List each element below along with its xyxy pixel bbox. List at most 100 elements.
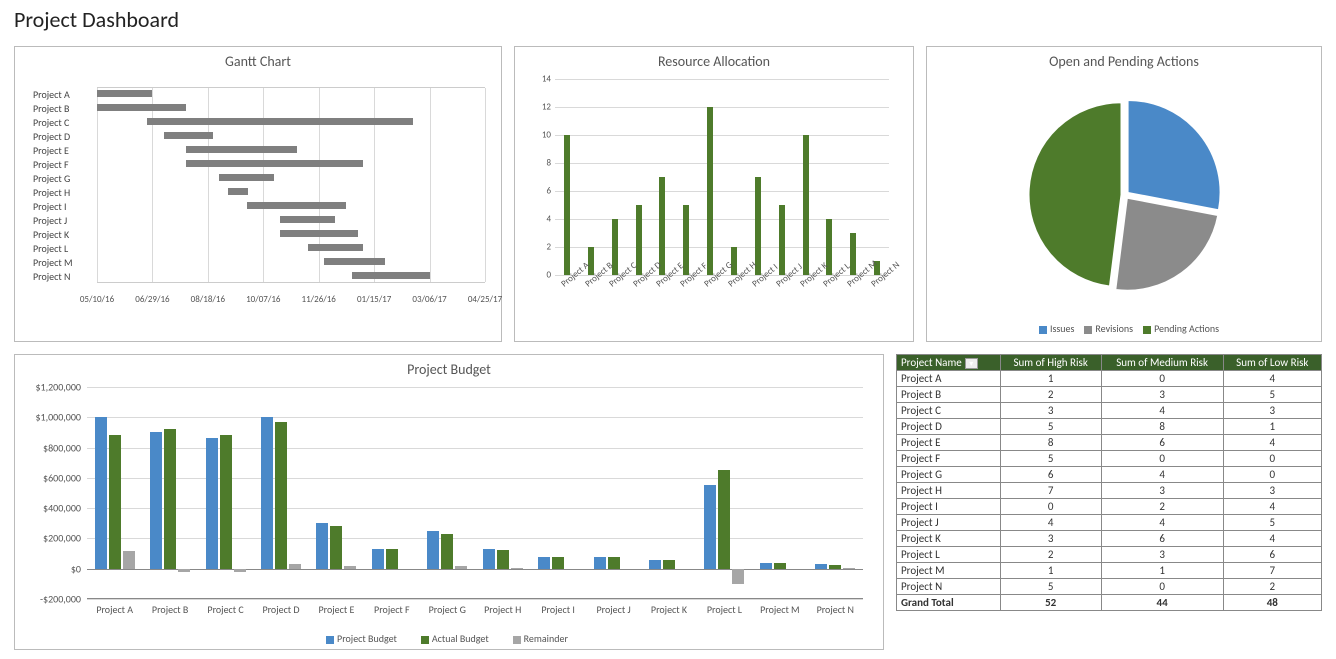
resource-chart-panel: Resource Allocation 02468101214 Project … [514,46,914,342]
risk-total-cell: Grand Total [897,595,1001,611]
gantt-bar [219,174,274,181]
risk-cell-low: 4 [1223,371,1321,387]
gantt-bar [308,244,363,251]
gantt-x-tick: 08/18/16 [191,294,225,305]
table-row: Project N502 [897,579,1322,595]
risk-cell-name: Project H [897,483,1001,499]
risk-col-header: Sum of Low Risk [1223,355,1321,371]
gantt-x-tick: 04/25/17 [468,294,502,305]
budget-x-label: Project M [760,603,800,616]
legend-label: Issues [1050,322,1074,335]
risk-cell-low: 4 [1223,435,1321,451]
gantt-row-label: Project B [33,102,95,115]
risk-cell-med: 3 [1101,547,1223,563]
risk-cell-low: 5 [1223,515,1321,531]
pie-slice [1116,198,1218,290]
legend-label: Actual Budget [432,632,489,645]
risk-col-header: Sum of Medium Risk [1101,355,1223,371]
risk-cell-low: 0 [1223,451,1321,467]
gantt-row-label: Project H [33,186,95,199]
gantt-bar [164,132,214,139]
budget-x-label: Project C [207,603,243,616]
gantt-x-tick: 03/06/17 [412,294,446,305]
risk-cell-name: Project F [897,451,1001,467]
pie-chart-panel: Open and Pending Actions Issues Revisions… [926,46,1322,342]
risk-cell-name: Project K [897,531,1001,547]
risk-cell-high: 2 [1000,547,1101,563]
gantt-row-label: Project F [33,158,95,171]
gantt-bar [280,230,358,237]
risk-cell-high: 2 [1000,387,1101,403]
gantt-x-tick: 10/07/16 [246,294,280,305]
gantt-title: Gantt Chart [15,47,501,70]
risk-cell-low: 4 [1223,499,1321,515]
gantt-row-label: Project E [33,144,95,157]
risk-cell-med: 3 [1101,387,1223,403]
risk-cell-name: Project J [897,515,1001,531]
gantt-bar [97,90,152,97]
pie-title: Open and Pending Actions [927,47,1321,70]
gantt-bar [280,216,335,223]
risk-cell-med: 0 [1101,451,1223,467]
pie-svg [927,77,1323,313]
risk-cell-high: 4 [1000,515,1101,531]
gantt-bar [97,104,186,111]
risk-cell-med: 4 [1101,403,1223,419]
legend-label: Revisions [1095,322,1133,335]
legend-swatch [1084,326,1092,334]
legend-label: Project Budget [337,632,397,645]
legend-label: Pending Actions [1154,322,1219,335]
gantt-row-label: Project C [33,116,95,129]
gantt-bar [186,160,363,167]
resource-x-label: Project J [774,261,805,289]
gantt-row-label: Project G [33,172,95,185]
gantt-row-label: Project N [33,270,95,283]
budget-x-label: Project L [707,603,742,616]
table-row: Project G640 [897,467,1322,483]
gantt-row-label: Project K [33,228,95,241]
budget-x-label: Project K [651,603,687,616]
budget-x-label: Project D [262,603,299,616]
risk-cell-med: 1 [1101,563,1223,579]
table-row: Project D581 [897,419,1322,435]
risk-cell-low: 5 [1223,387,1321,403]
gantt-bar [352,272,430,279]
table-row: Project I024 [897,499,1322,515]
budget-x-label: Project I [541,603,575,616]
risk-cell-name: Project M [897,563,1001,579]
budget-x-label: Project H [484,603,521,616]
gantt-bar [147,118,413,125]
table-row: Project L236 [897,547,1322,563]
table-row: Project C343 [897,403,1322,419]
risk-cell-name: Project E [897,435,1001,451]
risk-cell-high: 1 [1000,563,1101,579]
filter-dropdown-icon[interactable]: ▾ [965,358,978,369]
risk-cell-high: 0 [1000,499,1101,515]
page-title: Project Dashboard [14,6,179,33]
table-row: Project H733 [897,483,1322,499]
risk-cell-high: 5 [1000,419,1101,435]
risk-cell-high: 5 [1000,579,1101,595]
budget-x-label: Project E [318,603,354,616]
risk-cell-med: 6 [1101,435,1223,451]
risk-cell-name: Project N [897,579,1001,595]
risk-cell-med: 3 [1101,483,1223,499]
legend-swatch [1039,326,1047,334]
pie-slice [1128,100,1220,209]
risk-table: Project Name▾Sum of High RiskSum of Medi… [896,354,1322,611]
legend-swatch [513,636,521,644]
risk-cell-high: 6 [1000,467,1101,483]
risk-cell-name: Project D [897,419,1001,435]
gantt-row-label: Project I [33,200,95,213]
risk-cell-low: 2 [1223,579,1321,595]
risk-cell-low: 0 [1223,467,1321,483]
gantt-row-label: Project M [33,256,95,269]
gantt-row-label: Project J [33,214,95,227]
risk-cell-low: 4 [1223,531,1321,547]
risk-cell-med: 4 [1101,515,1223,531]
risk-cell-name: Project I [897,499,1001,515]
risk-total-cell: 44 [1101,595,1223,611]
table-row: Project B235 [897,387,1322,403]
budget-x-label: Project A [96,603,133,616]
gantt-chart-panel: Gantt Chart 05/10/1606/29/1608/18/1610/0… [14,46,502,342]
